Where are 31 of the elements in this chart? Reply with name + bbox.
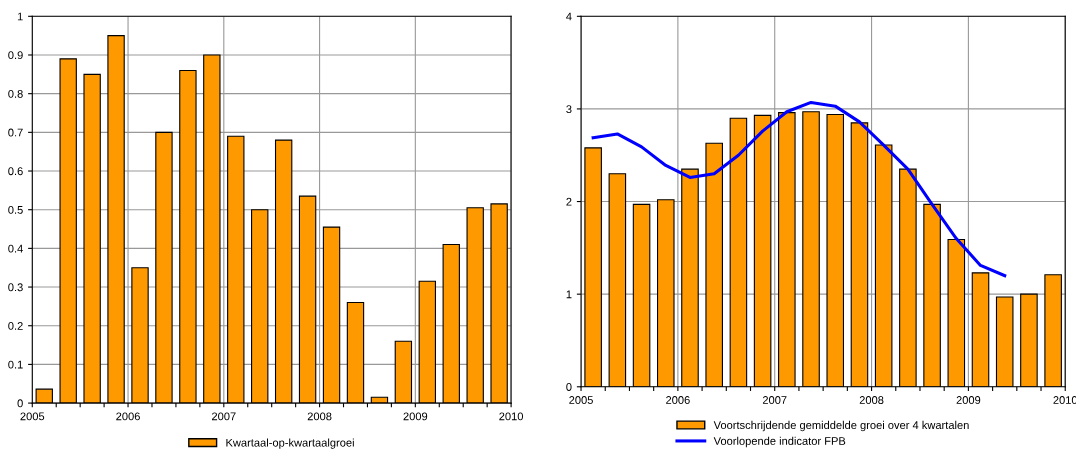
x-tick-label: 2009 [403, 412, 428, 421]
x-tick-label: 2008 [307, 412, 332, 421]
x-tick-label: 2008 [859, 396, 884, 404]
x-tick-label: 2006 [116, 412, 140, 421]
x-tick-label: 2009 [956, 396, 981, 404]
y-tick-label: 0.5 [8, 205, 23, 214]
line-series [591, 100, 1007, 278]
y-tick-label: 0.2 [8, 322, 23, 330]
x-tick-label: 2005 [20, 412, 45, 421]
legend-label: Kwartaal-op-kwartaalgroei [226, 438, 354, 449]
x-tick-label: 2007 [212, 412, 236, 421]
y-tick-label: 0 [566, 383, 572, 391]
y-tick-label: 3 [566, 105, 572, 114]
x-tick-label: 2010 [499, 412, 524, 421]
legend-label: Voorlopende indicator FPB [713, 436, 846, 448]
y-tick-label: 0.3 [8, 283, 23, 292]
y-tick-label: 1 [566, 290, 572, 299]
y-tick-label: 0.8 [8, 89, 23, 98]
y-tick-label: 0.4 [8, 244, 23, 253]
y-tick-label: 2 [566, 197, 572, 206]
y-tick-label: 4 [566, 12, 572, 21]
legend-label: Voortschrijdende gemiddelde groei over 4 kwartalen [713, 420, 969, 432]
y-tick-label: 1 [17, 12, 23, 21]
y-tick-label: 0 [17, 399, 23, 408]
y-tick-label: 0.7 [8, 128, 23, 137]
y-tick-label: 0.1 [8, 360, 23, 369]
x-tick-label: 2005 [569, 396, 593, 404]
x-tick-label: 2007 [762, 396, 787, 404]
y-tick-label: 0.6 [8, 167, 23, 176]
x-tick-label: 2006 [666, 396, 690, 404]
y-tick-label: 0.9 [8, 51, 23, 60]
